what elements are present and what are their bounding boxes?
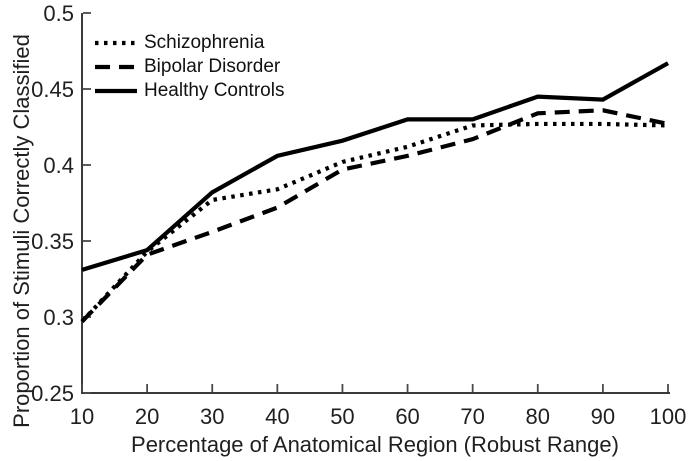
y-tick-label: 0.35 xyxy=(31,229,74,254)
dotted-line-swatch xyxy=(95,40,137,46)
y-tick-label: 0.5 xyxy=(43,1,74,26)
y-tick-label: 0.25 xyxy=(31,381,74,406)
x-tick-label: 80 xyxy=(526,404,550,429)
y-tick-label: 0.4 xyxy=(43,153,74,178)
x-tick-label: 100 xyxy=(650,404,687,429)
dashed-line-swatch xyxy=(95,64,137,70)
series-line-healthy-controls xyxy=(81,61,670,272)
legend-label: Healthy Controls xyxy=(144,80,285,101)
solid-line-swatch xyxy=(95,88,137,94)
x-tick-label: 10 xyxy=(70,404,94,429)
legend: Schizophrenia Bipolar Disorder Healthy Con… xyxy=(94,31,284,103)
y-tick-label: 0.3 xyxy=(43,305,74,330)
y-axis-label: Proportion of Stimuli Correctly Classifi… xyxy=(9,34,34,428)
legend-label: Schizophrenia xyxy=(144,32,265,53)
x-axis-label: Percentage of Anatomical Region (Robust … xyxy=(131,432,619,457)
legend-item-schizophrenia: Schizophrenia xyxy=(94,31,284,55)
x-tick-label: 50 xyxy=(330,404,354,429)
legend-label: Bipolar Disorder xyxy=(144,56,281,77)
series-line-schizophrenia xyxy=(80,121,669,323)
x-tick-label: 20 xyxy=(135,404,159,429)
y-tick-label: 0.45 xyxy=(31,77,74,102)
x-tick-label: 30 xyxy=(200,404,224,429)
x-tick-label: 60 xyxy=(395,404,419,429)
legend-item-healthy-controls: Healthy Controls xyxy=(94,79,284,103)
series-line-bipolar-disorder xyxy=(80,108,669,324)
x-tick-label: 70 xyxy=(460,404,484,429)
x-tick-label: 90 xyxy=(591,404,615,429)
x-tick-label: 40 xyxy=(265,404,289,429)
legend-item-bipolar-disorder: Bipolar Disorder xyxy=(94,55,284,79)
